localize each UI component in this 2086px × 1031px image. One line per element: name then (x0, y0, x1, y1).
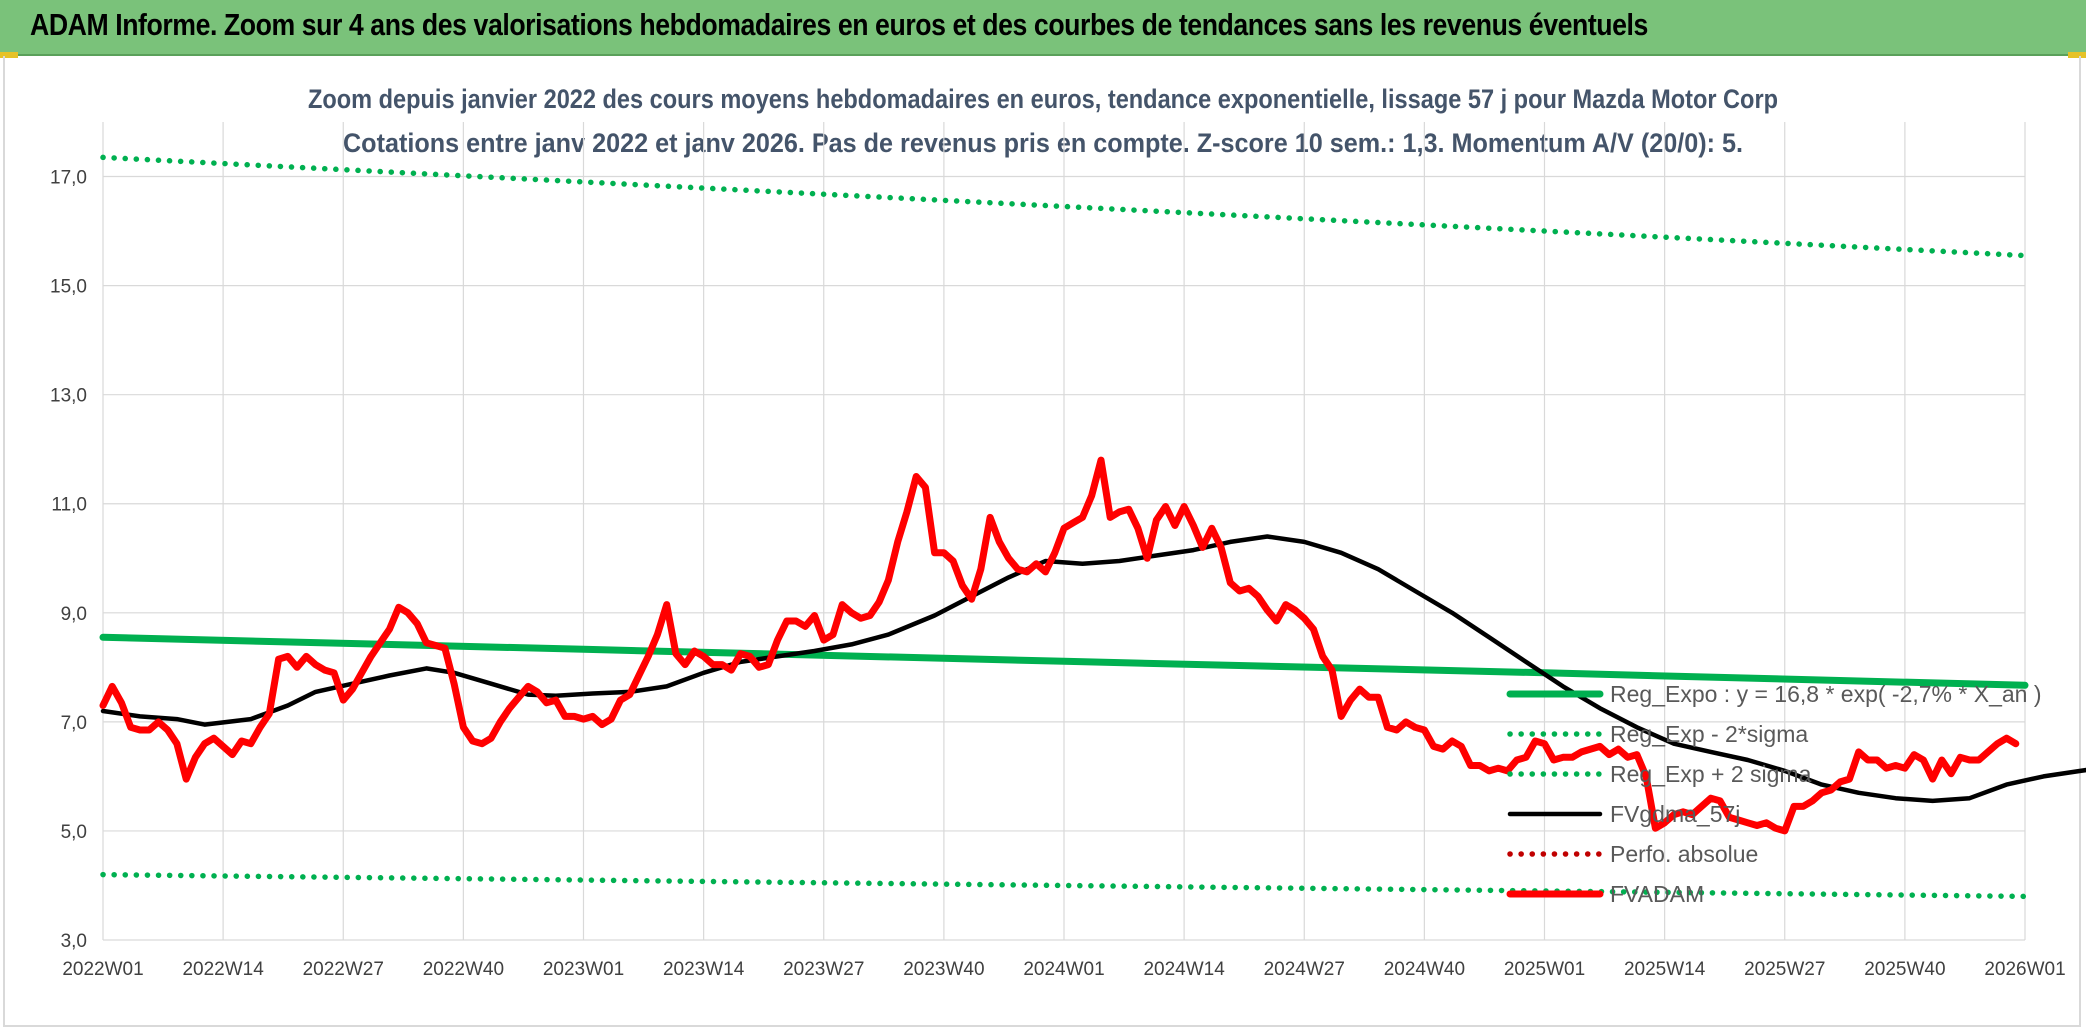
legend-label: Reg_Exp + 2 sigma (1610, 761, 1812, 787)
chart-frame (3, 56, 2081, 1027)
legend-label: FVADAM (1610, 881, 1704, 907)
x-tick-label: 2026W01 (1984, 959, 2065, 980)
legend-label: Reg_Expo : y = 16,8 * exp( -2,7% * X_an … (1610, 681, 2042, 707)
x-tick-label: 2025W14 (1624, 959, 1706, 980)
series-line-reg-expo-y-16-8-exp-2-7-x-an (99, 633, 2029, 689)
x-tick-label: 2024W40 (1384, 959, 1465, 980)
x-tick-label: 2022W40 (423, 959, 504, 980)
y-tick-label: 9,0 (61, 604, 87, 625)
corner-accent-left (0, 52, 18, 58)
x-axis: 2022W01 2022W14 2022W27 2022W40 2023W01 2023W… (62, 959, 2065, 980)
legend-label: FVgdma_57j (1610, 801, 1740, 827)
chart-title: Zoom depuis janvier 2022 des cours moyen… (308, 84, 1778, 114)
x-tick-label: 2024W27 (1264, 959, 1345, 980)
corner-accent-right (2068, 52, 2086, 58)
title-banner: ADAM Informe. Zoom sur 4 ans des valoris… (0, 0, 2086, 56)
x-tick-label: 2025W27 (1744, 959, 1825, 980)
y-axis: 3,0 5,0 7,0 9,0 11,0 13,0 15,0 17,0 (50, 168, 87, 952)
banner-title: ADAM Informe. Zoom sur 4 ans des valoris… (30, 7, 1648, 42)
x-tick-label: 2024W14 (1143, 959, 1225, 980)
series-layer (99, 154, 2086, 900)
x-tick-label: 2023W27 (783, 959, 864, 980)
series-line-fvadam (99, 456, 2020, 835)
series-line-reg-exp-2-sigma (100, 871, 2028, 900)
y-tick-label: 3,0 (61, 931, 87, 952)
series-line-reg-exp-2-sigma (100, 154, 2028, 259)
legend-label: Perfo. absolue (1610, 841, 1758, 867)
x-tick-label: 2025W01 (1504, 959, 1585, 980)
x-tick-label: 2023W14 (663, 959, 745, 980)
x-tick-label: 2022W01 (62, 959, 143, 980)
legend-label: Reg_Exp - 2*sigma (1610, 721, 1808, 747)
x-tick-label: 2022W27 (303, 959, 384, 980)
y-tick-label: 15,0 (50, 277, 87, 298)
x-tick-label: 2024W01 (1023, 959, 1104, 980)
x-tick-label: 2025W40 (1864, 959, 1945, 980)
x-tick-label: 2023W40 (903, 959, 984, 980)
y-tick-label: 17,0 (50, 168, 87, 189)
x-tick-label: 2022W14 (182, 959, 264, 980)
legend: Reg_Expo : y = 16,8 * exp( -2,7% * X_an … (1506, 681, 2042, 907)
y-tick-label: 11,0 (51, 495, 87, 516)
chart-subtitle: Cotations entre janv 2022 et janv 2026. … (343, 128, 1743, 158)
series-line-fvgdma-57j (100, 534, 2086, 804)
y-tick-label: 13,0 (50, 386, 87, 407)
y-tick-label: 7,0 (61, 713, 87, 734)
x-tick-label: 2023W01 (543, 959, 624, 980)
y-tick-label: 5,0 (61, 822, 87, 843)
